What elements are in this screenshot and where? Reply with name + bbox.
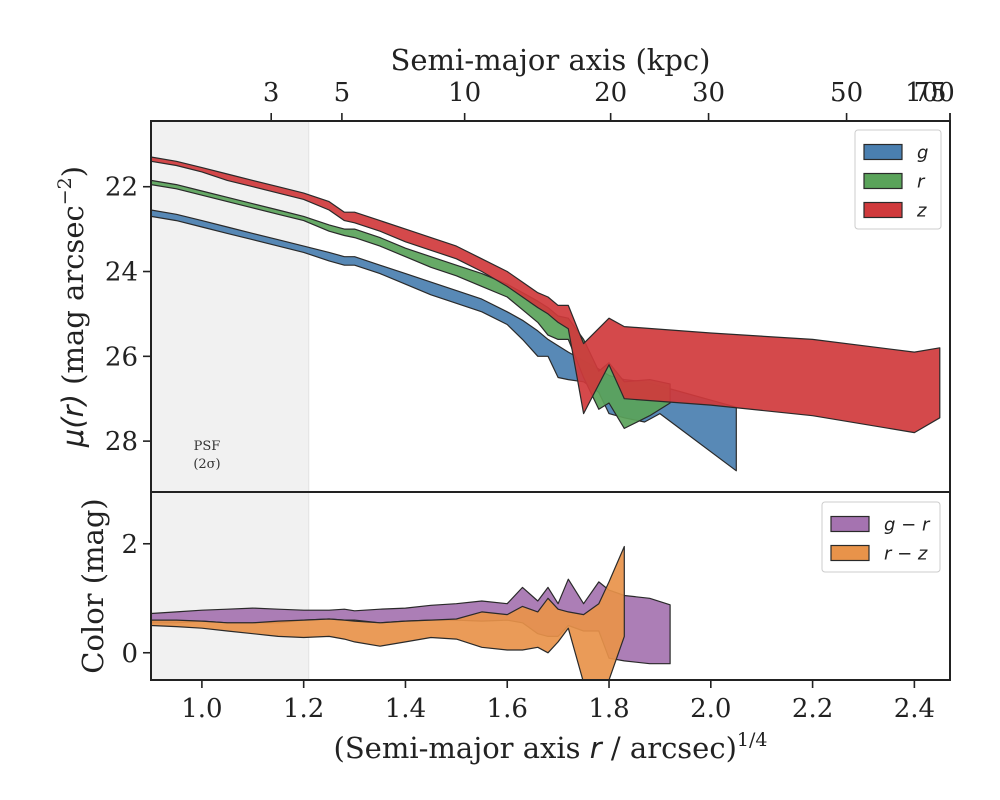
ylabel-var: μ(r) xyxy=(56,394,90,448)
x-tick-label: 1.0 xyxy=(181,694,222,724)
ylabel-end: ) xyxy=(56,166,90,177)
psf-shade-layer xyxy=(151,121,310,680)
band-z xyxy=(151,156,941,434)
top-bands xyxy=(151,156,941,472)
band-r xyxy=(151,179,671,429)
psf-label-line1: PSF xyxy=(194,439,221,454)
top-tick-label: 50 xyxy=(830,78,863,108)
legend-layer: grz g − r r − z xyxy=(821,129,942,573)
x-tick-label: 2.2 xyxy=(792,694,833,724)
tick-layer xyxy=(143,113,951,688)
bottom-y-axis-title: Color (mag) xyxy=(76,498,110,673)
band-color-r-z xyxy=(151,545,625,680)
legend-top-swatch-r xyxy=(863,172,903,190)
top-tick-label: 10 xyxy=(448,78,481,108)
x-tick-label: 1.8 xyxy=(588,694,629,724)
legend-top-label-g: g xyxy=(917,143,928,164)
band-g xyxy=(151,209,737,472)
legend-top-swatch-z xyxy=(863,201,903,219)
legend-bottom-label-r-z: r − z xyxy=(884,544,928,565)
xlabel-sup: 1/4 xyxy=(737,729,768,751)
y-tick-label: 24 xyxy=(105,258,138,288)
legend-top-label-r: r xyxy=(917,172,926,193)
y-tick-label: 26 xyxy=(105,342,138,372)
top-tick-label: 75 xyxy=(913,78,946,108)
y-tick-label: 28 xyxy=(105,427,138,457)
x-tick-label: 1.6 xyxy=(487,694,528,724)
x-tick-label: 1.2 xyxy=(283,694,324,724)
y-tick-label: 0 xyxy=(121,639,138,669)
y-tick-label: 22 xyxy=(105,173,138,203)
legend-top-swatch-g xyxy=(863,143,903,161)
bottom-axis-title: (Semi-major axis r / arcsec)1/4 xyxy=(334,729,768,765)
top-tick-label: 100 xyxy=(905,78,955,108)
top-tick-label: 30 xyxy=(692,78,725,108)
top-y-axis-title: μ(r) (mag arcsec−2) xyxy=(54,166,90,448)
x-tick-label: 1.4 xyxy=(385,694,426,724)
x-tick-label: 2.4 xyxy=(894,694,935,724)
top-axis-title: Semi-major axis (kpc) xyxy=(391,43,711,77)
bottom-bands xyxy=(151,545,671,680)
psf-label-line2: (2σ) xyxy=(193,457,220,472)
top-tick-label: 3 xyxy=(263,78,280,108)
legend-bottom-swatch-r-z xyxy=(830,544,870,562)
frame-layer xyxy=(150,120,951,681)
top-tick-label: 20 xyxy=(594,78,627,108)
xlabel-mid: / arcsec) xyxy=(602,731,737,765)
legend-top-label-z: z xyxy=(916,201,927,222)
bands-layer xyxy=(151,156,941,680)
y-tick-label: 2 xyxy=(121,530,138,560)
bottom-panel-frame xyxy=(150,491,951,681)
legend-bottom-label-g-r: g − r xyxy=(884,515,931,536)
ylabel-rest: (mag arcsec xyxy=(56,205,90,394)
top-tick-label: 5 xyxy=(334,78,351,108)
ylabel-sup: −2 xyxy=(54,177,76,205)
xlabel-pre: (Semi-major axis xyxy=(334,731,590,765)
xlabel-var: r xyxy=(590,731,604,765)
x-tick-label: 2.0 xyxy=(690,694,731,724)
text-layer: 22 24 26 28 0 2 1.0 1.2 1.4 1.6 1.8 2.0 2.2 2.4 3 5 10 20… xyxy=(54,43,955,765)
legend-bottom-swatch-g-r xyxy=(830,515,870,533)
psf-shade xyxy=(151,121,309,680)
